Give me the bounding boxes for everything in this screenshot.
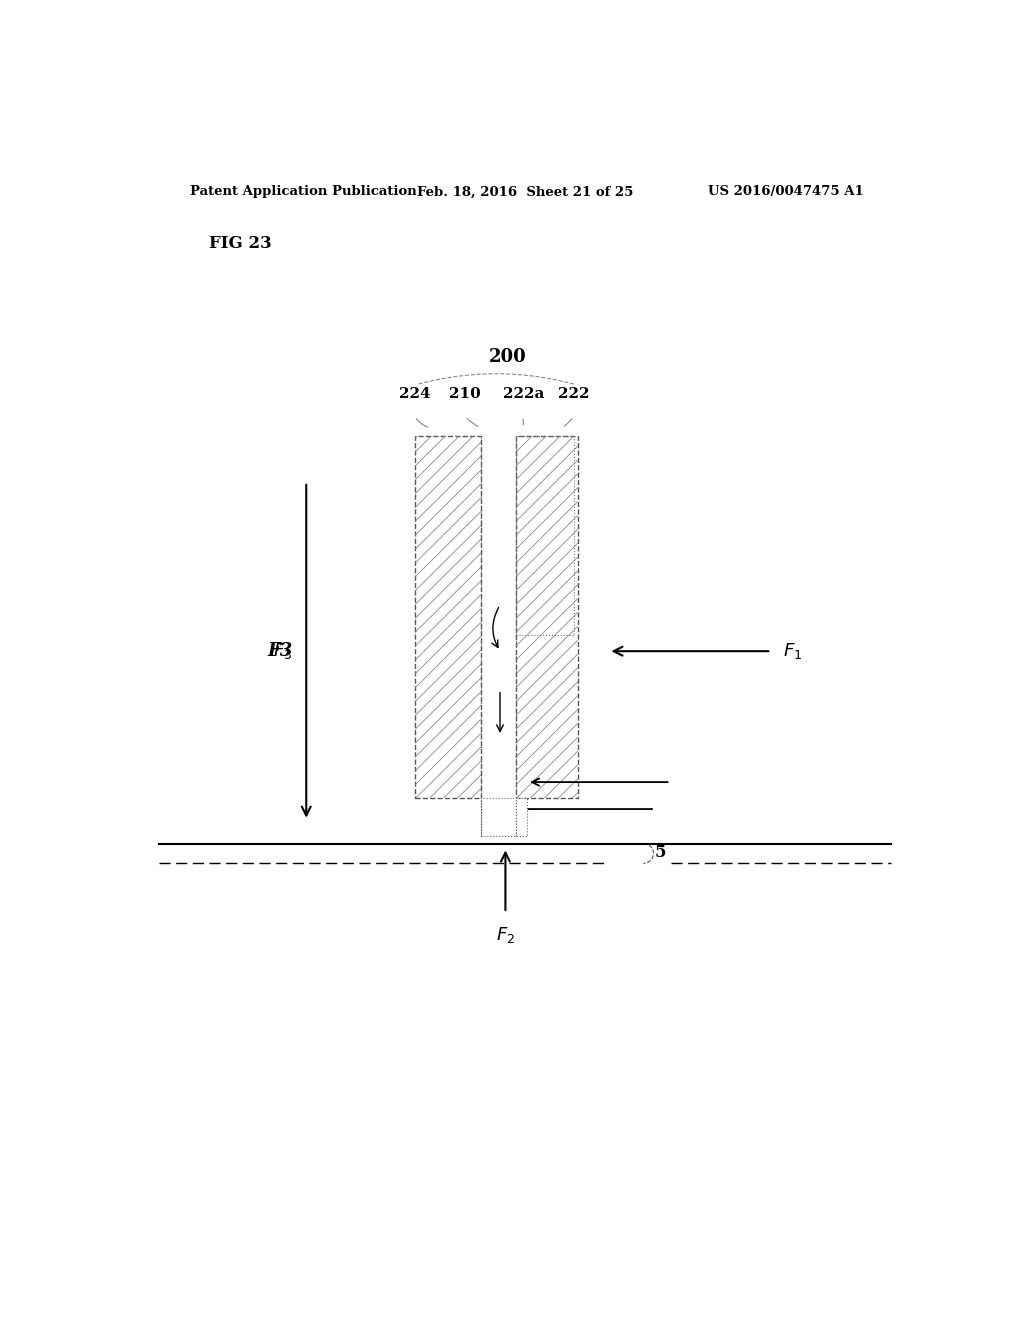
Text: 224: 224 — [399, 387, 430, 401]
Text: 222: 222 — [558, 387, 590, 401]
Bar — [515, 436, 578, 797]
Text: 5: 5 — [655, 843, 667, 861]
Text: 200: 200 — [488, 348, 526, 367]
Text: FIG 23: FIG 23 — [209, 235, 272, 252]
Text: 210: 210 — [450, 387, 481, 401]
Text: 222a: 222a — [503, 387, 544, 401]
Text: Patent Application Publication: Patent Application Publication — [190, 185, 417, 198]
Text: F3: F3 — [267, 643, 292, 660]
Text: US 2016/0047475 A1: US 2016/0047475 A1 — [709, 185, 864, 198]
Bar — [480, 797, 527, 836]
Text: Feb. 18, 2016  Sheet 21 of 25: Feb. 18, 2016 Sheet 21 of 25 — [417, 185, 633, 198]
Bar — [515, 436, 573, 635]
Text: $F_2$: $F_2$ — [496, 924, 515, 945]
Text: $F_3$: $F_3$ — [273, 642, 292, 661]
Bar — [415, 436, 480, 797]
Text: $F_1$: $F_1$ — [783, 642, 802, 661]
